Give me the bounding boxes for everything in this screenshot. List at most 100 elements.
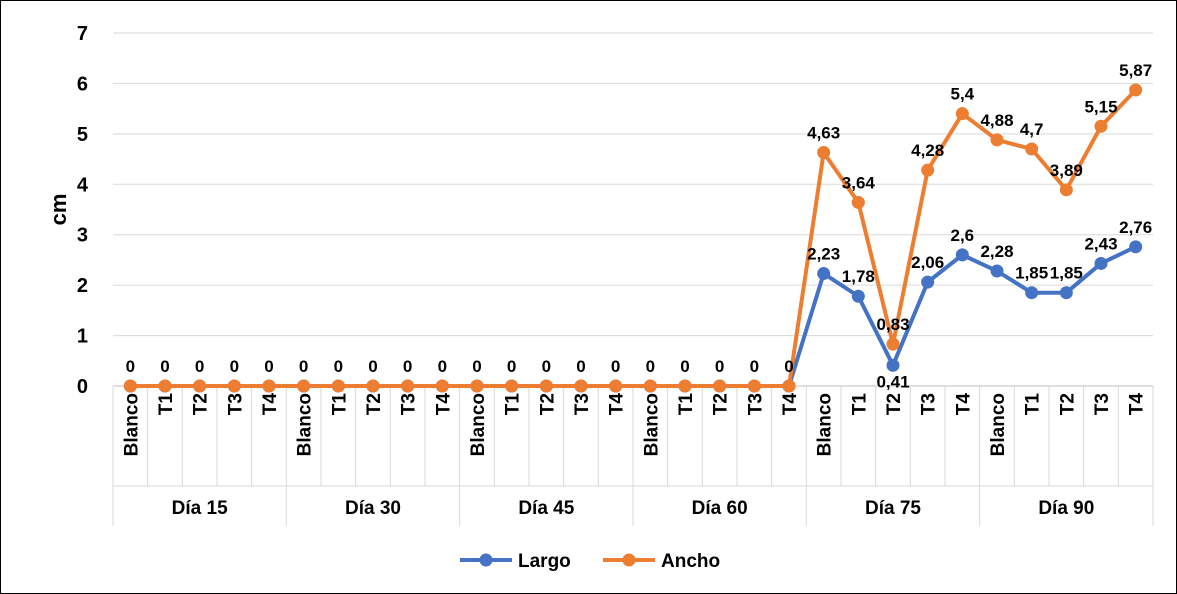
x-tick-label: T3 xyxy=(1092,393,1113,415)
largo-series-line xyxy=(130,245,1137,388)
ancho-series-line xyxy=(130,88,1138,388)
ancho-point xyxy=(1129,83,1143,97)
largo-point xyxy=(886,358,900,372)
group-label: Día 15 xyxy=(172,498,228,519)
x-tick-label: Blanco xyxy=(815,393,836,456)
x-tick-label: T1 xyxy=(1023,393,1044,416)
largo-point xyxy=(1059,286,1073,300)
x-tick-label: T1 xyxy=(156,393,177,416)
y-tick-label: 1 xyxy=(77,326,88,348)
data-label: 0 xyxy=(368,357,377,376)
x-tick-label: T4 xyxy=(1127,393,1148,416)
data-label: 0 xyxy=(784,357,793,376)
x-tick-label: Blanco xyxy=(295,393,316,456)
group-label: Día 45 xyxy=(518,498,574,519)
ancho-point xyxy=(955,107,969,121)
x-tick-label: T2 xyxy=(884,393,905,415)
ancho-point xyxy=(851,195,865,209)
x-tick-label: T3 xyxy=(919,393,940,415)
ancho-point xyxy=(609,379,623,393)
x-tick-label: Blanco xyxy=(641,393,662,456)
largo-point xyxy=(817,267,831,281)
y-axis-label: cm xyxy=(46,194,71,226)
data-label: 2,43 xyxy=(1084,234,1117,253)
largo-point xyxy=(851,289,865,303)
ancho-point xyxy=(539,379,553,393)
data-label: 0,83 xyxy=(876,315,909,334)
data-label: 1,85 xyxy=(1015,264,1048,283)
ancho-point xyxy=(297,379,311,393)
x-tick-label: T4 xyxy=(260,393,281,416)
group-label: Día 60 xyxy=(692,498,748,519)
ancho-point xyxy=(435,379,449,393)
data-label: 0 xyxy=(403,357,412,376)
data-label: 0 xyxy=(542,357,551,376)
legend-largo-label: Largo xyxy=(518,551,571,572)
x-tick-label: T2 xyxy=(711,393,732,415)
data-label: 1,85 xyxy=(1050,264,1083,283)
data-label: 0 xyxy=(715,357,724,376)
ancho-point xyxy=(886,337,900,351)
data-label: 5,87 xyxy=(1119,61,1152,80)
ancho-point xyxy=(921,163,935,177)
data-label: 0 xyxy=(438,357,447,376)
legend-largo-marker xyxy=(479,553,493,567)
ancho-point xyxy=(366,379,380,393)
data-label: 1,78 xyxy=(842,267,875,286)
data-label: 0 xyxy=(160,357,169,376)
ancho-point xyxy=(817,146,831,160)
ancho-point xyxy=(1025,142,1039,156)
x-tick-label: T3 xyxy=(745,393,766,415)
y-tick-label: 5 xyxy=(77,124,88,146)
y-tick-label: 0 xyxy=(77,376,88,398)
ancho-point xyxy=(470,379,484,393)
data-label: 2,23 xyxy=(807,245,840,264)
x-tick-label: T4 xyxy=(607,393,628,416)
data-label: 4,7 xyxy=(1020,120,1044,139)
largo-point xyxy=(1025,286,1039,300)
y-tick-label: 4 xyxy=(77,174,89,196)
x-tick-label: T2 xyxy=(537,393,558,415)
ancho-point xyxy=(123,379,137,393)
data-label: 2,6 xyxy=(951,226,975,245)
x-tick-label: Blanco xyxy=(121,393,142,456)
data-label: 4,63 xyxy=(807,124,840,143)
data-label: 0 xyxy=(334,357,343,376)
x-tick-label: T3 xyxy=(225,393,246,415)
x-tick-label: T2 xyxy=(364,393,385,415)
y-tick-label: 6 xyxy=(77,73,88,95)
data-label: 3,64 xyxy=(842,173,876,192)
data-label: 0 xyxy=(195,357,204,376)
x-tick-label: T3 xyxy=(572,393,593,415)
x-tick-label: T4 xyxy=(433,393,454,416)
ancho-point xyxy=(401,379,415,393)
y-tick-label: 2 xyxy=(77,275,88,297)
x-tick-label: T1 xyxy=(676,393,697,416)
largo-point xyxy=(955,248,969,262)
group-label: Día 90 xyxy=(1038,498,1094,519)
ancho-point xyxy=(331,379,345,393)
data-label: 2,28 xyxy=(980,242,1013,261)
y-tick-label: 7 xyxy=(77,23,88,45)
ancho-point xyxy=(678,379,692,393)
ancho-point xyxy=(643,379,657,393)
y-tick-label: 3 xyxy=(77,225,88,247)
x-tick-label: T2 xyxy=(1057,393,1078,415)
ancho-point xyxy=(262,379,276,393)
largo-point xyxy=(1094,256,1108,270)
ancho-point xyxy=(713,379,727,393)
largo-point xyxy=(1129,240,1143,254)
x-tick-label: T1 xyxy=(849,393,870,416)
x-tick-label: T3 xyxy=(399,393,420,415)
data-label: 0 xyxy=(680,357,689,376)
ancho-point xyxy=(505,379,519,393)
ancho-point xyxy=(782,379,796,393)
data-label: 4,28 xyxy=(911,141,944,160)
ancho-point xyxy=(1059,183,1073,197)
data-label: 2,06 xyxy=(911,253,944,272)
x-tick-label: T2 xyxy=(191,393,212,415)
group-label: Día 30 xyxy=(345,498,401,519)
data-label: 0 xyxy=(299,357,308,376)
data-label: 0 xyxy=(611,357,620,376)
